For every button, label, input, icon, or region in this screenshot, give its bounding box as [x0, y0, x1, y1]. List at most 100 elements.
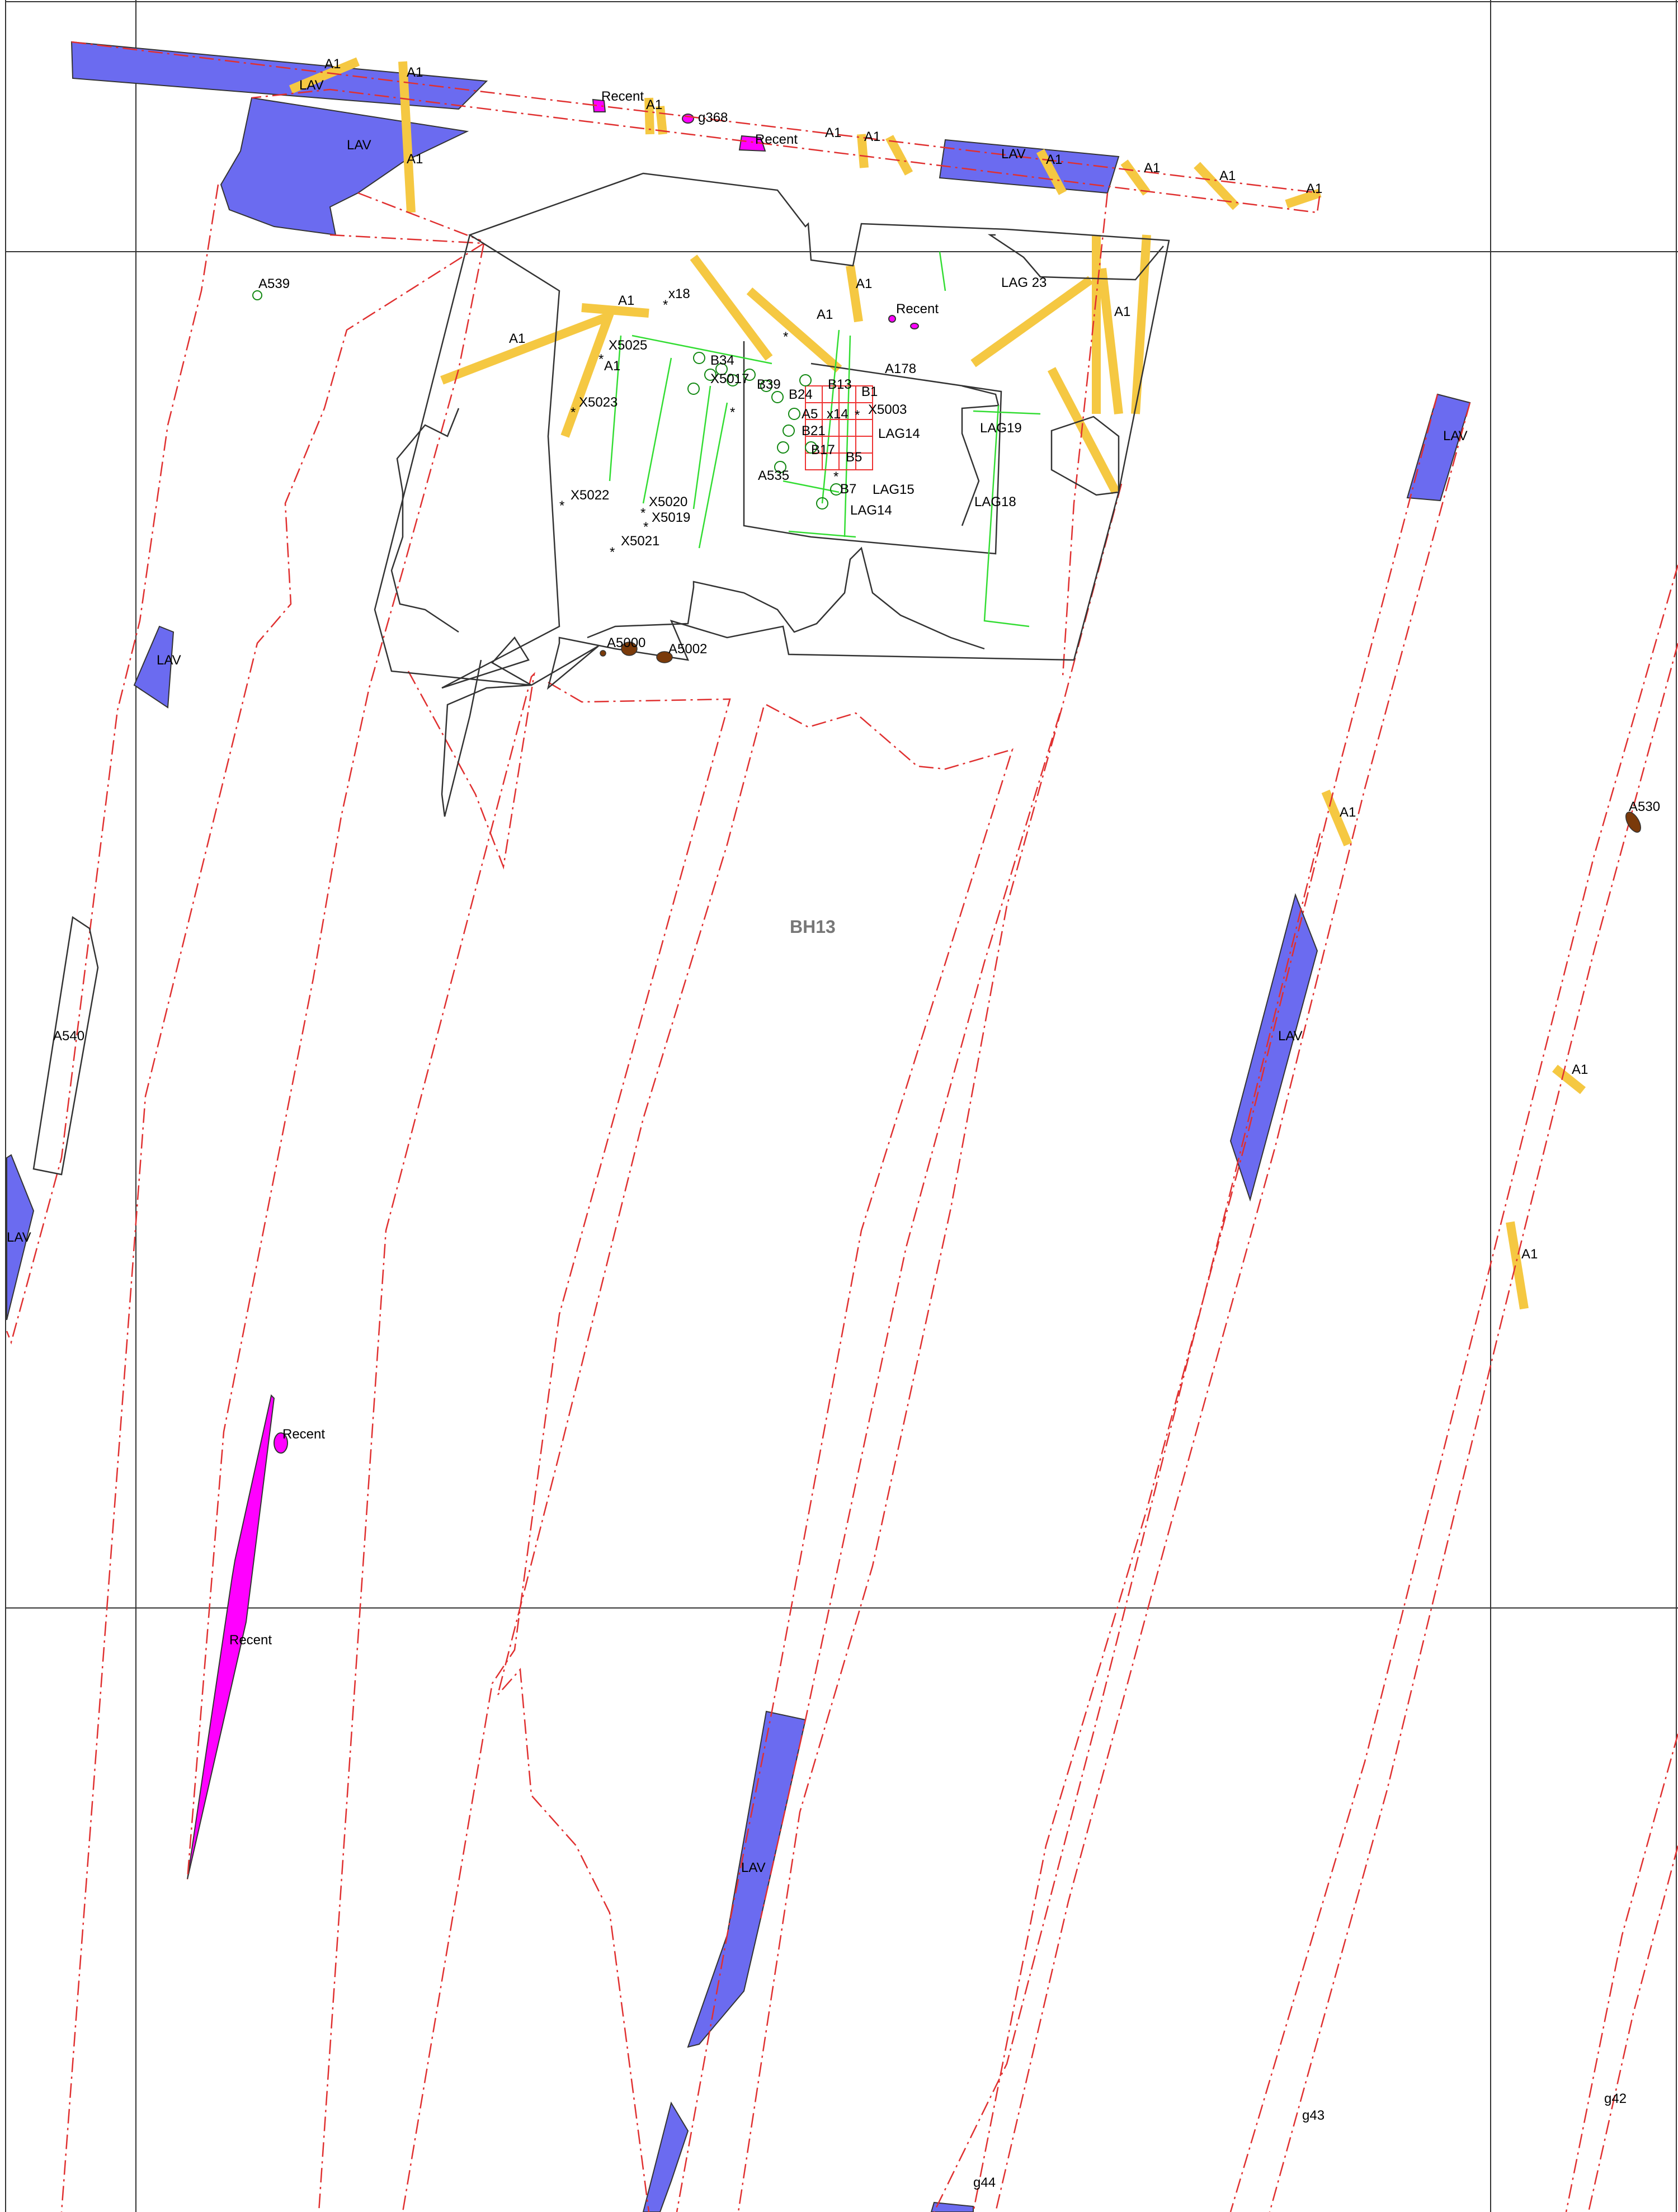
trench-n	[357, 192, 482, 242]
recent-1	[592, 98, 606, 112]
svg-text:A1: A1	[864, 129, 880, 144]
svg-text:LAV: LAV	[1443, 428, 1468, 444]
features-brown	[600, 642, 1641, 833]
map-title-bh13: BH13	[790, 917, 836, 937]
trench-outlines	[6, 41, 1678, 2212]
svg-text:LAV: LAV	[1278, 1029, 1303, 1044]
a1-band	[398, 61, 416, 213]
svg-text:Recent: Recent	[896, 301, 939, 317]
svg-text:g43: g43	[1302, 2108, 1325, 2123]
svg-text:LAV: LAV	[1001, 147, 1026, 162]
recent-g368	[682, 114, 694, 124]
lav-area-1	[70, 41, 488, 110]
a1-band	[644, 97, 654, 135]
trench-west-inner	[186, 234, 485, 1880]
map-grid	[5, 0, 1678, 2212]
svg-text:LAV: LAV	[347, 138, 371, 153]
svg-text:Recent: Recent	[755, 132, 798, 147]
svg-text:*: *	[610, 545, 615, 560]
survey-lines	[609, 251, 1041, 628]
star-markers: * * * * * * * * * * *	[559, 298, 860, 560]
svg-text:A530: A530	[1629, 799, 1660, 814]
svg-text:LAG18: LAG18	[974, 494, 1016, 510]
svg-text:A535: A535	[758, 468, 789, 483]
svg-text:A1: A1	[825, 125, 841, 140]
svg-text:*: *	[598, 352, 604, 367]
svg-text:A1: A1	[618, 293, 634, 308]
trench-i	[1229, 564, 1678, 2212]
svg-text:*: *	[640, 506, 645, 521]
excavation-east	[987, 234, 1164, 281]
a1-band	[846, 265, 863, 323]
a1-band	[1552, 1064, 1586, 1095]
svg-text:*: *	[730, 405, 735, 420]
lav-area-10	[930, 2201, 974, 2212]
svg-text:B7: B7	[840, 482, 856, 497]
a1-band	[1097, 268, 1123, 414]
excavation-outlines	[32, 172, 1170, 1176]
a1-band	[1194, 162, 1239, 210]
svg-text:X5025: X5025	[609, 338, 647, 353]
a1-band	[1285, 188, 1322, 209]
svg-text:x14: x14	[827, 407, 849, 422]
trench-j	[1269, 643, 1678, 2212]
svg-text:A5: A5	[802, 407, 818, 422]
recent-5	[274, 1432, 288, 1454]
svg-text:*: *	[663, 298, 668, 313]
lav-areas	[6, 41, 1471, 2212]
lav-area-6	[1229, 893, 1318, 1202]
a1-band	[857, 134, 869, 168]
trench-a	[402, 681, 731, 2212]
trench-main-inner	[318, 671, 535, 2212]
trench-m	[1062, 192, 1109, 677]
excavation-inner	[743, 341, 1002, 555]
lav-area-2	[220, 97, 469, 236]
a1-band	[1321, 789, 1352, 847]
svg-text:LAV: LAV	[7, 1230, 31, 1245]
excavation-main	[441, 172, 1170, 690]
svg-text:B21: B21	[802, 423, 826, 438]
recent-3	[888, 315, 896, 323]
svg-text:x18: x18	[668, 286, 690, 301]
trench-k	[1565, 1733, 1678, 2212]
svg-text:g44: g44	[973, 2175, 996, 2190]
a1-band	[656, 106, 667, 135]
svg-text:A1: A1	[817, 307, 833, 322]
svg-text:Recent: Recent	[601, 89, 644, 104]
svg-text:B5: B5	[846, 450, 862, 465]
svg-text:B17: B17	[811, 442, 835, 458]
a1-band	[1131, 234, 1151, 414]
svg-text:X5019: X5019	[652, 510, 690, 525]
recent-2	[738, 135, 766, 152]
svg-text:LAG14: LAG14	[878, 426, 920, 441]
svg-text:X5020: X5020	[649, 494, 687, 510]
svg-text:B13: B13	[828, 377, 852, 392]
trench-h	[933, 833, 1321, 2212]
a1-band	[1036, 149, 1067, 195]
svg-text:X5023: X5023	[579, 395, 618, 410]
excavation-lav19	[961, 385, 1000, 526]
a1-band	[1120, 159, 1151, 196]
svg-text:LAV: LAV	[741, 1860, 766, 1875]
svg-text:B39: B39	[757, 377, 781, 392]
a1-band	[1047, 367, 1120, 494]
svg-text:LAG15: LAG15	[873, 482, 915, 497]
a1-band	[970, 276, 1093, 367]
feature-a5002	[656, 651, 673, 663]
svg-text:A540: A540	[53, 1029, 84, 1044]
a1-band	[690, 254, 773, 361]
svg-text:X5021: X5021	[621, 534, 659, 549]
svg-text:A1: A1	[1144, 161, 1160, 176]
trench-north	[71, 41, 1321, 214]
svg-text:X5022: X5022	[571, 488, 609, 503]
svg-text:B1: B1	[861, 384, 878, 399]
a1-band	[581, 303, 649, 318]
svg-text:A1: A1	[509, 331, 525, 346]
svg-text:LAG19: LAG19	[980, 421, 1022, 436]
svg-text:*: *	[855, 408, 860, 423]
svg-text:A1: A1	[604, 359, 620, 374]
svg-text:A5000: A5000	[607, 635, 645, 650]
svg-text:A1: A1	[407, 65, 423, 80]
trench-west	[6, 184, 219, 1345]
